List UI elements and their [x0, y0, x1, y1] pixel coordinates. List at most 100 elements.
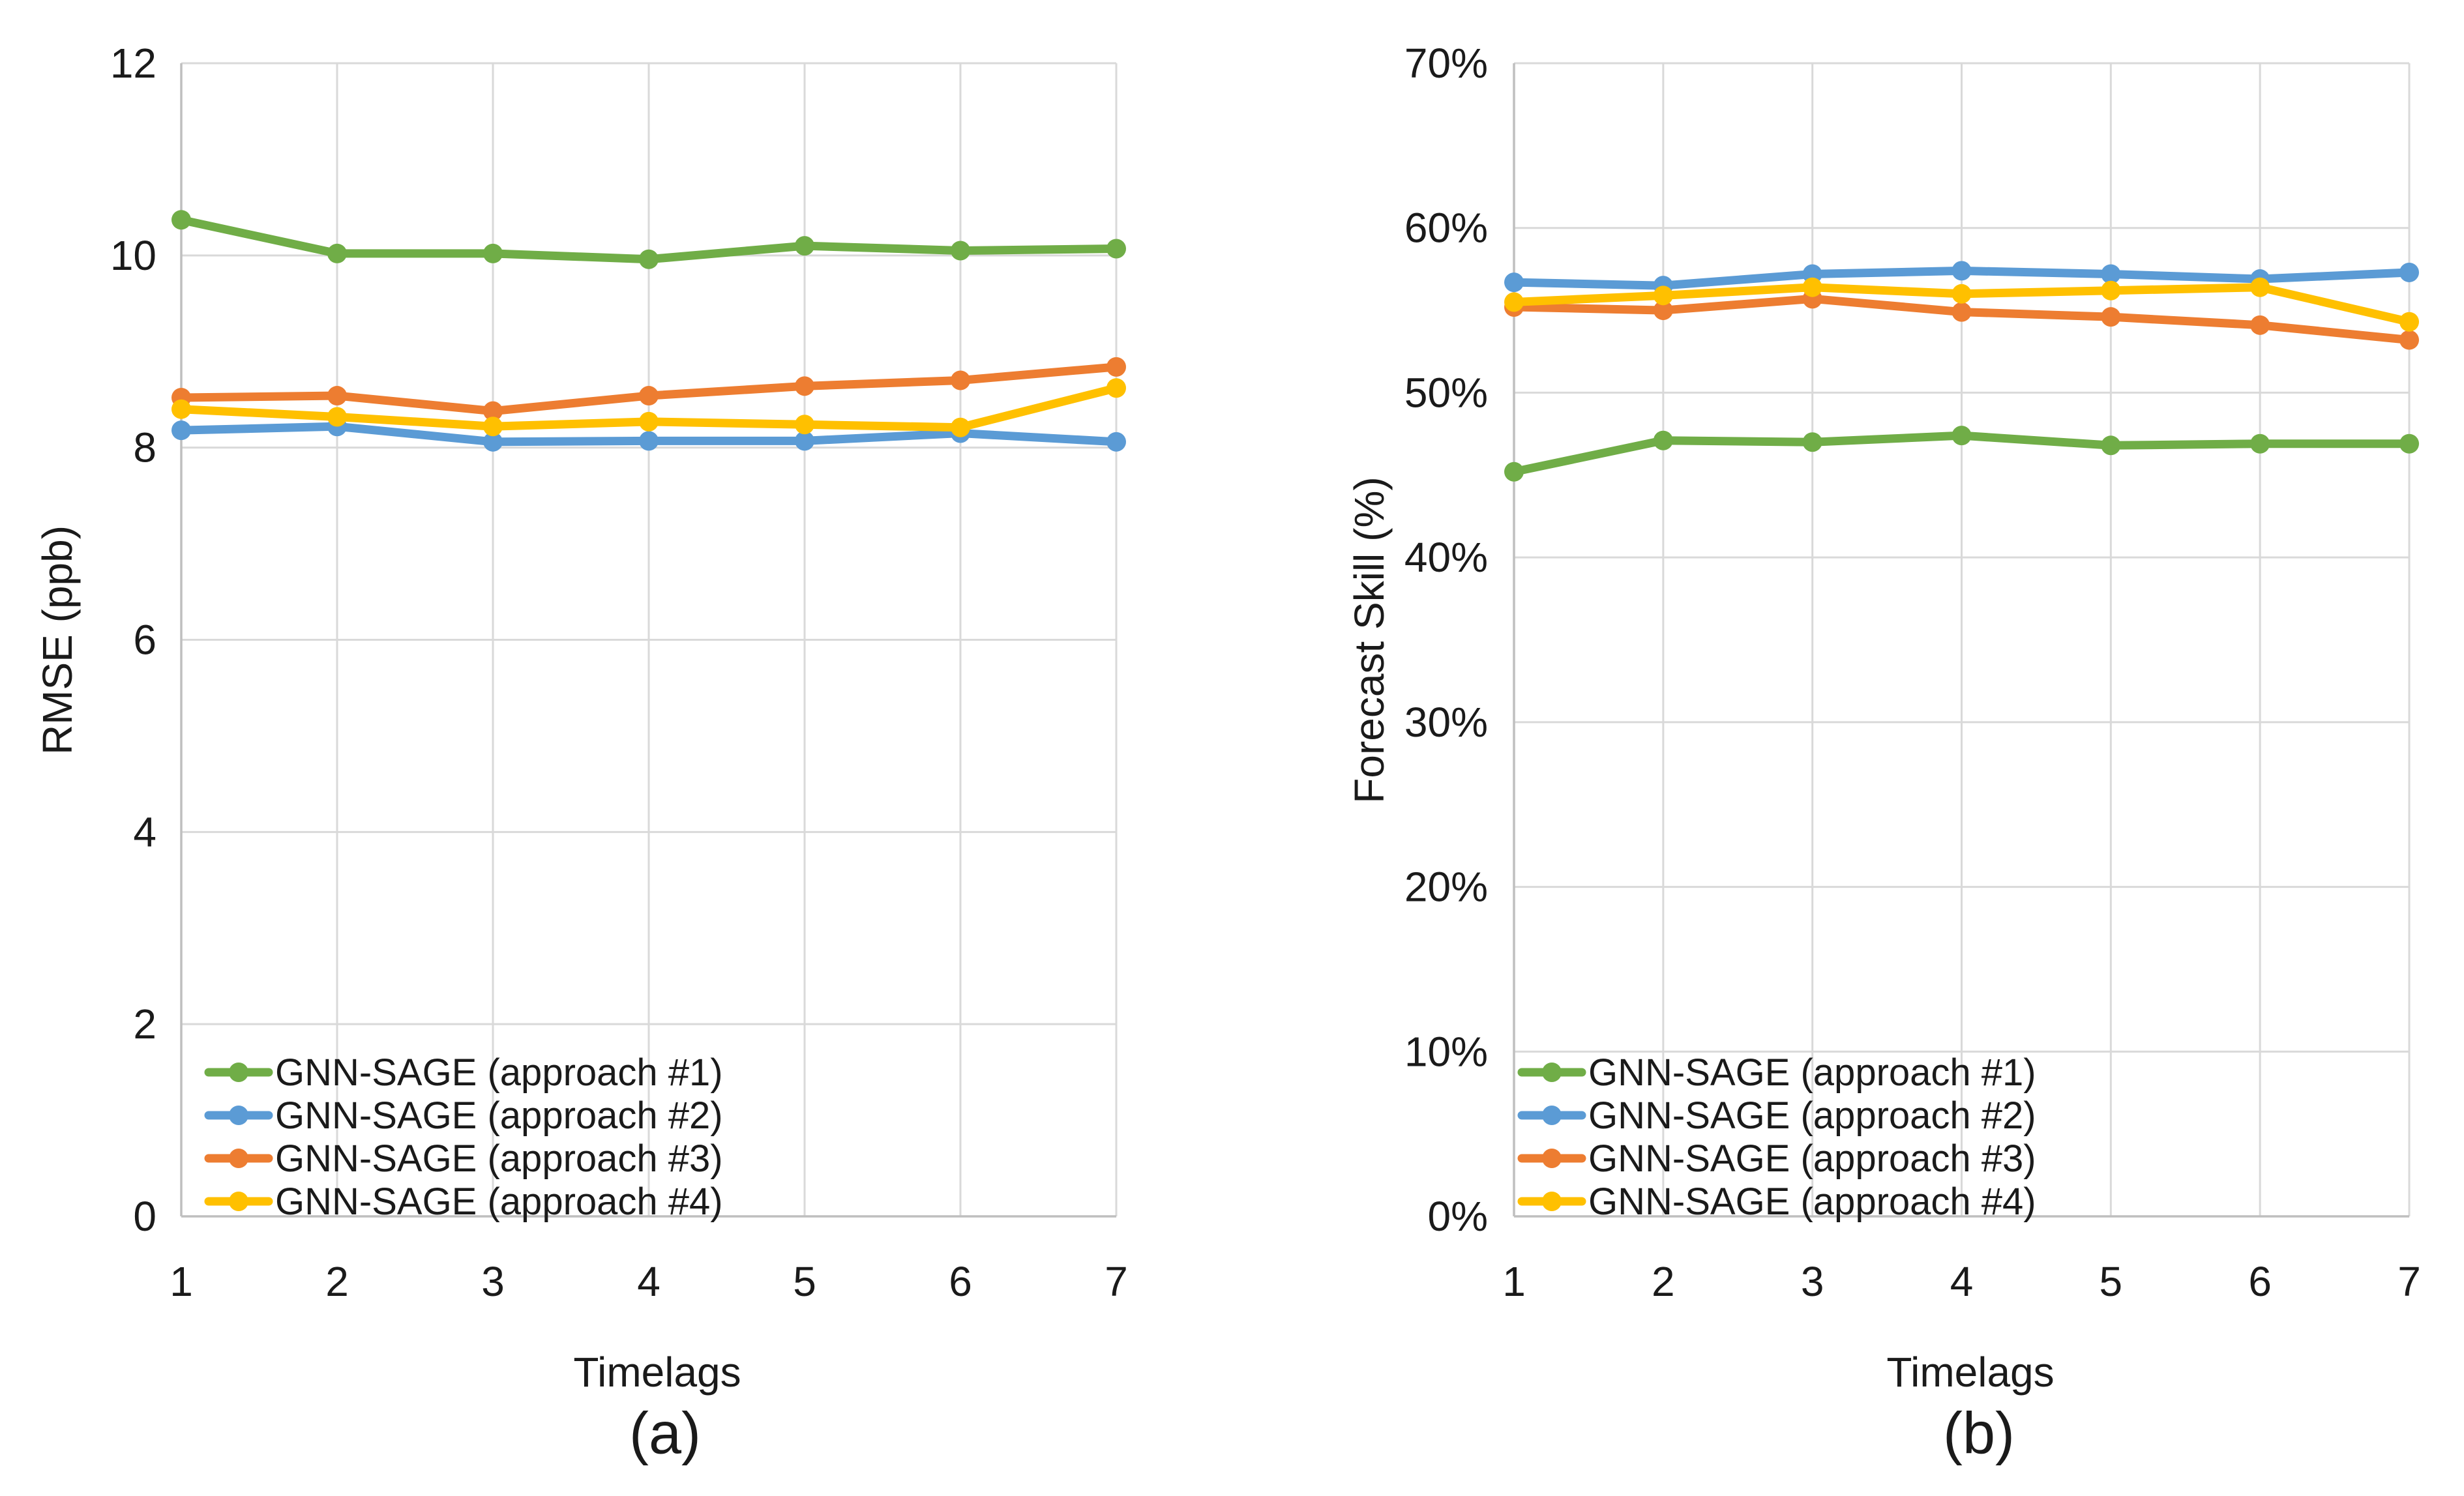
y-axis-title-right: Forecast Skill (%)	[1346, 477, 1393, 804]
data-point-marker-approach-4	[2399, 312, 2419, 332]
legend-marker-swatch	[1542, 1192, 1562, 1211]
y-tick-label: 70%	[1404, 40, 1488, 87]
data-point-marker-approach-4	[171, 399, 191, 419]
data-point-marker-approach-3	[2399, 330, 2419, 350]
data-point-marker-approach-3	[483, 401, 503, 421]
data-point-marker-approach-1	[1106, 239, 1126, 259]
y-tick-label: 30%	[1404, 699, 1488, 746]
legend-marker-swatch	[229, 1192, 248, 1211]
x-tick-label: 3	[1801, 1258, 1824, 1305]
legend-label: GNN-SAGE (approach #3)	[275, 1137, 723, 1180]
y-tick-label: 50%	[1404, 369, 1488, 416]
x-tick-label: 7	[2397, 1258, 2421, 1305]
x-tick-label: 1	[1502, 1258, 1526, 1305]
y-axis-title-left: RMSE (ppb)	[34, 525, 81, 755]
x-axis-title-left: Timelags	[573, 1349, 741, 1396]
data-point-marker-approach-2	[2399, 262, 2419, 282]
y-tick-label: 8	[133, 424, 156, 471]
data-point-marker-approach-4	[951, 417, 970, 437]
y-tick-label: 10%	[1404, 1028, 1488, 1075]
data-point-marker-approach-2	[171, 420, 191, 441]
data-point-marker-approach-2	[2101, 264, 2121, 284]
data-point-marker-approach-1	[795, 236, 814, 256]
data-point-marker-approach-3	[1653, 301, 1673, 321]
data-point-marker-approach-2	[639, 431, 659, 451]
x-tick-label: 5	[2100, 1258, 2123, 1305]
data-point-marker-approach-1	[1952, 426, 1972, 446]
data-point-marker-approach-2	[1106, 432, 1126, 452]
data-point-marker-approach-1	[2101, 435, 2121, 456]
data-point-marker-approach-4	[2101, 280, 2121, 301]
data-point-marker-approach-1	[171, 210, 191, 230]
legend-marker-swatch	[1542, 1063, 1562, 1082]
data-point-marker-approach-4	[483, 417, 503, 437]
x-tick-label: 7	[1105, 1258, 1128, 1305]
y-tick-label: 12	[110, 40, 156, 87]
data-point-marker-approach-2	[795, 431, 814, 451]
y-tick-label: 2	[133, 1001, 156, 1048]
data-point-marker-approach-4	[2250, 277, 2270, 297]
caption-a: (a)	[629, 1401, 701, 1467]
data-point-marker-approach-2	[1504, 272, 1524, 293]
legend-marker-swatch	[1542, 1106, 1562, 1125]
data-point-marker-approach-1	[1653, 430, 1673, 450]
y-tick-label: 0%	[1428, 1193, 1489, 1240]
data-point-marker-approach-1	[483, 243, 503, 263]
y-tick-label: 0	[133, 1193, 156, 1240]
legend-label: GNN-SAGE (approach #2)	[275, 1094, 723, 1137]
x-tick-label: 4	[637, 1258, 661, 1305]
data-point-marker-approach-3	[2101, 307, 2121, 327]
legend-marker-swatch	[1542, 1149, 1562, 1168]
data-point-marker-approach-3	[1952, 302, 1972, 322]
legend-marker-swatch	[229, 1106, 248, 1125]
data-point-marker-approach-4	[1802, 277, 1822, 297]
y-tick-label: 60%	[1404, 205, 1488, 252]
legend-label: GNN-SAGE (approach #2)	[1588, 1094, 2036, 1137]
legend-label: GNN-SAGE (approach #3)	[1588, 1137, 2036, 1180]
data-point-marker-approach-1	[1504, 462, 1524, 482]
x-tick-label: 6	[2248, 1258, 2272, 1305]
y-tick-label: 10	[110, 232, 156, 279]
x-tick-label: 2	[325, 1258, 349, 1305]
x-tick-label: 6	[949, 1258, 972, 1305]
data-point-marker-approach-3	[795, 376, 814, 396]
data-point-marker-approach-3	[1106, 357, 1126, 377]
data-point-marker-approach-1	[2399, 433, 2419, 454]
data-point-marker-approach-3	[327, 386, 347, 406]
data-point-marker-approach-4	[1952, 284, 1972, 304]
x-tick-label: 3	[481, 1258, 505, 1305]
data-point-marker-approach-4	[327, 407, 347, 427]
data-point-marker-approach-2	[1952, 261, 1972, 281]
data-point-marker-approach-1	[1802, 432, 1822, 452]
legend-marker-swatch	[229, 1063, 248, 1082]
legend-marker-swatch	[229, 1149, 248, 1168]
data-point-marker-approach-1	[951, 241, 970, 261]
data-point-marker-approach-3	[639, 386, 659, 406]
x-tick-label: 1	[170, 1258, 193, 1305]
data-point-marker-approach-4	[639, 411, 659, 432]
x-tick-label: 2	[1652, 1258, 1675, 1305]
legend-label: GNN-SAGE (approach #4)	[1588, 1181, 2036, 1223]
data-point-marker-approach-4	[795, 415, 814, 435]
data-point-marker-approach-4	[1106, 378, 1126, 398]
legend-label: GNN-SAGE (approach #1)	[1588, 1051, 2036, 1094]
data-point-marker-approach-1	[639, 249, 659, 269]
data-point-marker-approach-1	[327, 243, 347, 263]
data-point-marker-approach-2	[483, 432, 503, 452]
data-point-marker-approach-3	[2250, 315, 2270, 335]
legend-label: GNN-SAGE (approach #1)	[275, 1051, 723, 1094]
legend-label: GNN-SAGE (approach #4)	[275, 1181, 723, 1223]
data-point-marker-approach-3	[951, 370, 970, 390]
caption-b: (b)	[1943, 1401, 2015, 1467]
y-tick-label: 20%	[1404, 864, 1488, 911]
y-tick-label: 4	[133, 808, 156, 855]
data-point-marker-approach-4	[1504, 292, 1524, 312]
data-point-marker-approach-4	[1653, 286, 1673, 306]
x-tick-label: 5	[793, 1258, 816, 1305]
y-tick-label: 40%	[1404, 534, 1488, 581]
x-axis-title-right: Timelags	[1886, 1349, 2055, 1396]
data-point-marker-approach-1	[2250, 433, 2270, 454]
x-tick-label: 4	[1950, 1258, 1974, 1305]
